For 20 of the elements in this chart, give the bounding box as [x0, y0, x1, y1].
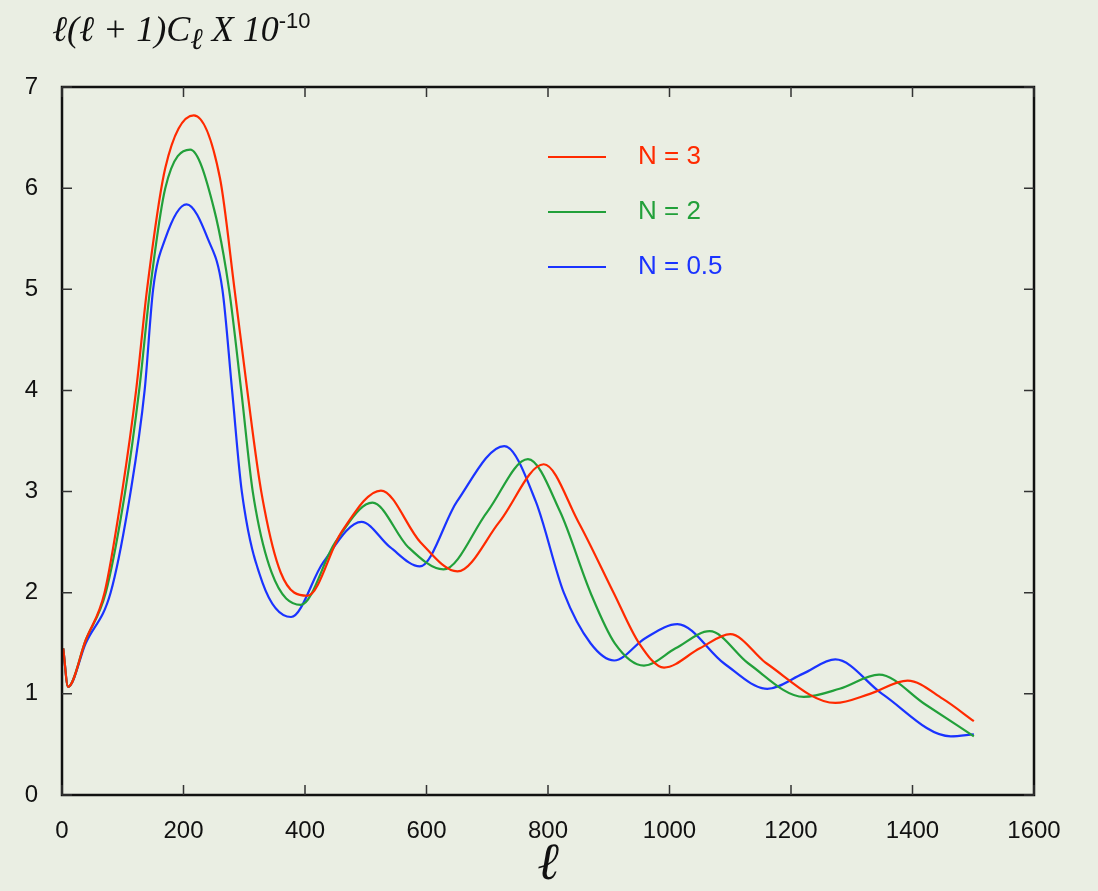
x-tick-label: 1000 [642, 816, 697, 844]
x-tick-label: 400 [284, 816, 326, 844]
x-tick-label: 600 [406, 816, 447, 844]
y-tick-label: 5 [24, 273, 38, 301]
y-tick-label: 1 [24, 678, 38, 706]
y-tick-label: 3 [24, 476, 38, 504]
x-tick-label: 0 [55, 816, 69, 844]
y-tick-label: 0 [24, 779, 38, 807]
legend-label: N = 3 [638, 140, 701, 171]
y-tick-label: 7 [24, 71, 38, 99]
y-axis-title: ℓ(ℓ + 1)C$_{ℓ}$ X 10$^{-10}$ [52, 8, 311, 57]
x-tick-label: 1400 [885, 816, 940, 844]
x-tick-label: 1600 [1007, 816, 1061, 844]
legend-label: N = 2 [638, 195, 701, 226]
legend-label: N = 0.5 [638, 250, 723, 281]
y-tick-label: 6 [24, 172, 38, 200]
x-tick-label: 1200 [764, 816, 818, 844]
y-tick-label: 2 [24, 577, 38, 605]
y-tick-label: 4 [24, 375, 38, 403]
x-tick-label: 200 [163, 816, 204, 844]
